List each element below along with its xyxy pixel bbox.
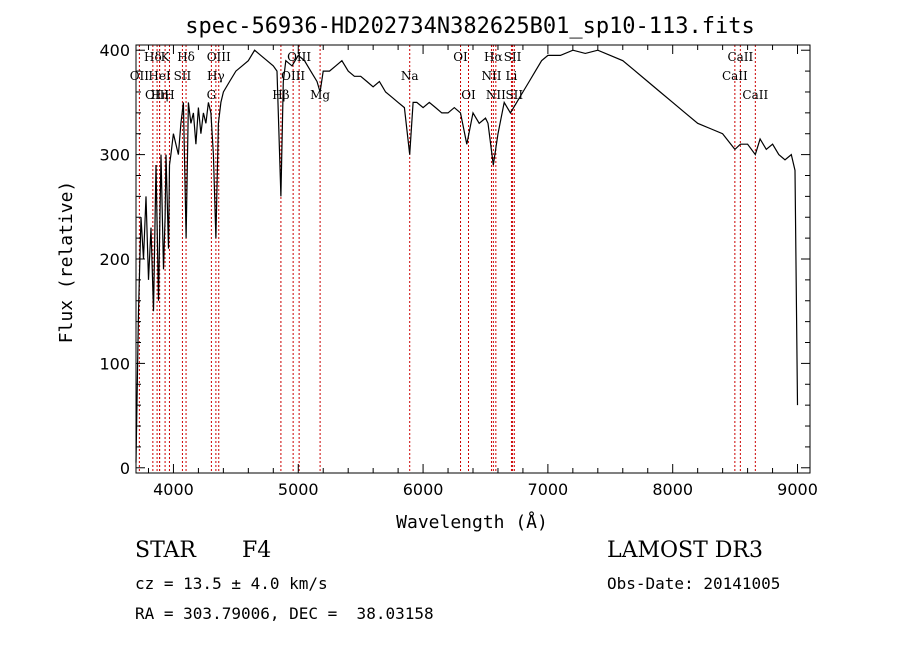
plot-frame	[135, 44, 811, 474]
marker-label: NII	[481, 69, 501, 83]
marker-label: OIII	[145, 88, 169, 102]
marker-label: NII	[486, 88, 506, 102]
marker-label: OIII	[281, 69, 305, 83]
x-axis-label: Wavelength (Å)	[396, 511, 548, 533]
spectrum-line	[135, 49, 799, 463]
chart-title: spec-56936-HD202734N382625B01_sp10-113.f…	[185, 14, 755, 39]
marker-label: Hγ	[207, 69, 225, 83]
marker-label: Hη	[151, 88, 169, 102]
marker-label: OI	[453, 50, 468, 64]
marker-label: H	[164, 88, 174, 102]
x-tick-label: 5000	[278, 480, 319, 499]
coordinates: RA = 303.79006, DEC = 38.03158	[135, 604, 434, 623]
marker-label: OII	[130, 69, 150, 83]
marker-label: K	[161, 50, 171, 64]
marker-label: G	[207, 88, 217, 102]
x-tick-label: 4000	[153, 480, 194, 499]
marker-label: Hβ	[272, 88, 289, 102]
survey-name: LAMOST DR3	[607, 538, 763, 563]
marker-label: OI	[461, 88, 476, 102]
y-axis-label: Flux (relative)	[56, 181, 77, 344]
marker-label: SII	[174, 69, 192, 83]
obs-date: Obs-Date: 20141005	[607, 574, 781, 593]
marker-label: CaII	[722, 69, 748, 83]
object-subclass: F4	[242, 538, 272, 563]
marker-label: Hα	[484, 50, 503, 64]
y-tick-label: 300	[99, 146, 130, 165]
x-axis: 4000 5000 6000 7000 8000 9000	[147, 45, 818, 499]
x-tick-label: 9000	[777, 480, 818, 499]
y-tick-label: 400	[99, 41, 130, 60]
y-tick-label: 0	[120, 459, 130, 478]
marker-label: HeI	[148, 69, 171, 83]
x-tick-label: 8000	[652, 480, 693, 499]
y-tick-label: 100	[99, 354, 130, 373]
marker-label: Li	[506, 69, 518, 83]
marker-label: SII	[504, 50, 522, 64]
marker-label: CaII	[742, 88, 768, 102]
marker-label: Mg	[310, 88, 330, 102]
redshift-cz: cz = 13.5 ± 4.0 km/s	[135, 574, 328, 593]
marker-label: Hδ	[177, 50, 195, 64]
y-axis: 0 100 200 300 400	[99, 41, 810, 478]
marker-label: Na	[401, 69, 419, 83]
y-tick-label: 200	[99, 250, 130, 269]
marker-label: Hδ	[144, 50, 162, 64]
x-tick-label: 7000	[528, 480, 569, 499]
x-tick-label: 6000	[403, 480, 444, 499]
spectrum-chart: spec-56936-HD202734N382625B01_sp10-113.f…	[56, 14, 818, 533]
marker-lines	[138, 45, 756, 473]
marker-label: CaII	[727, 50, 753, 64]
object-type: STAR	[135, 538, 196, 563]
marker-label: OIII	[207, 50, 231, 64]
